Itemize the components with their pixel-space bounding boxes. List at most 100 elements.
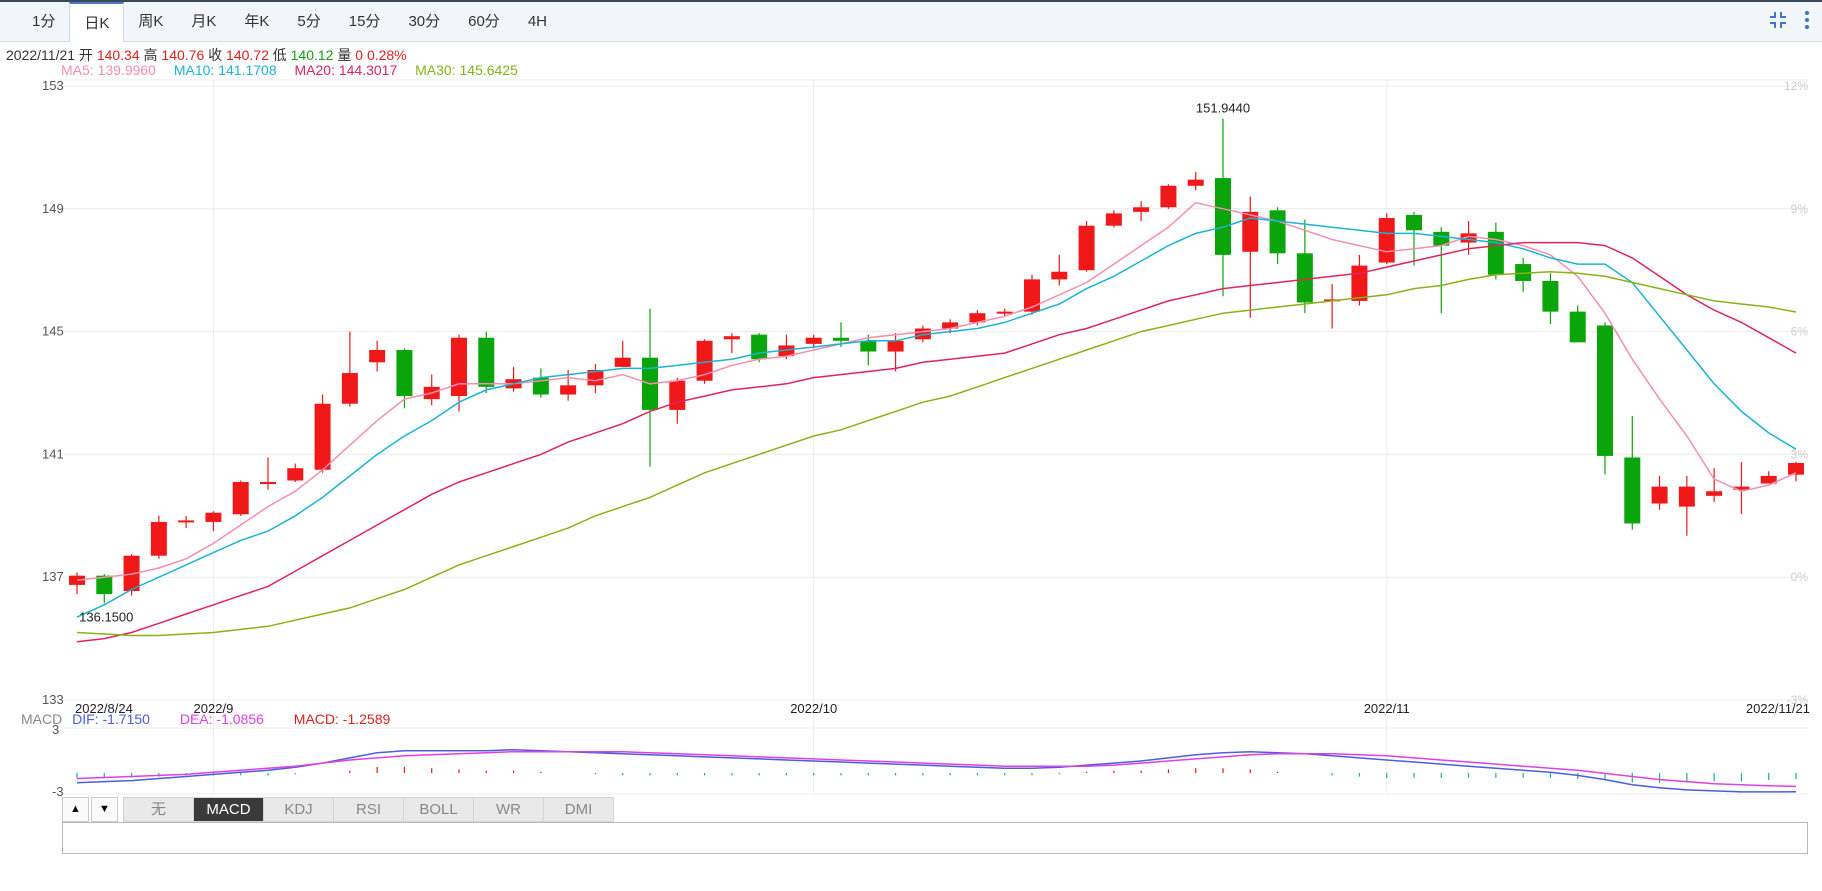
candle-body <box>232 482 249 515</box>
close-label: 收 <box>208 47 223 63</box>
candle-body <box>1624 457 1641 524</box>
tab-9[interactable]: 4H <box>527 13 547 30</box>
candle-body <box>1215 178 1231 255</box>
x-axis-label: 2022/9 <box>194 701 234 716</box>
low-label: 低 <box>272 47 287 63</box>
candle-body <box>1269 210 1286 254</box>
candle-body <box>396 350 413 397</box>
volume-label: 量 <box>337 47 352 63</box>
candle-body <box>1351 265 1368 301</box>
candle-body <box>696 340 713 381</box>
indicator-down-button[interactable]: ▼ <box>91 797 118 822</box>
period-tabs: 1分 日K 周K 月K 年K 5分 15分 30分 60分 4H <box>18 2 561 42</box>
candle-body <box>1105 213 1122 226</box>
candle-body <box>942 322 959 329</box>
candle-body <box>341 373 358 404</box>
candle-body <box>587 369 604 386</box>
pct-tick-label: -3% <box>1787 693 1809 707</box>
grid-lines: 153 12% 149 9% 145 6% 141 3% 137 0% 133 -3% 2022/8/2… <box>42 78 1810 795</box>
indicator-tab-2[interactable]: KDJ <box>263 797 334 822</box>
indicator-tab-6[interactable]: DMI <box>543 797 614 822</box>
ma20-line <box>76 241 1797 643</box>
tab-4[interactable]: 年K <box>244 13 270 30</box>
open-label: 开 <box>78 47 93 63</box>
candle-body <box>805 337 822 344</box>
tab-6[interactable]: 15分 <box>348 13 381 30</box>
candle-body <box>1024 279 1040 312</box>
candle-body <box>1651 486 1668 504</box>
y-tick-label: 145 <box>42 324 64 339</box>
tab-1[interactable]: 日K <box>69 2 125 42</box>
pct-tick-label: 3% <box>1791 447 1809 461</box>
y-tick-label: 149 <box>42 201 64 216</box>
candle-body <box>1569 311 1586 343</box>
min-annotation: 136.1500 <box>79 609 133 624</box>
tab-2[interactable]: 周K <box>138 13 164 30</box>
more-vertical-icon[interactable] <box>1804 10 1810 30</box>
indicator-tab-5[interactable]: WR <box>473 797 544 822</box>
candle-body <box>1160 185 1177 208</box>
open-value: 140.34 <box>96 47 140 63</box>
macd-dea-label: DEA: -1.0856 <box>179 711 264 727</box>
candle-body <box>451 337 467 397</box>
candle-body <box>1788 462 1804 475</box>
candle-body <box>96 575 113 595</box>
compress-icon[interactable] <box>1768 10 1788 30</box>
indicator-tab-list: 无 MACD KDJ RSI BOLL WR DMI <box>123 797 614 822</box>
macd-dea-line <box>76 750 1797 788</box>
indicator-up-button[interactable]: ▲ <box>62 797 89 822</box>
ma30-legend: MA30: 145.6425 <box>415 62 518 78</box>
indicator-tabs: ▲ ▼ 无 MACD KDJ RSI BOLL WR DMI <box>62 797 614 822</box>
indicator-tab-1[interactable]: MACD <box>193 797 264 822</box>
change-value: 0.28% <box>366 47 407 63</box>
candle-body <box>1542 280 1559 312</box>
pct-tick-label: 0% <box>1791 570 1809 584</box>
macd-y-tick: -3 <box>52 784 64 799</box>
candle-body <box>1406 214 1422 231</box>
candle-body <box>1760 475 1777 484</box>
high-label: 高 <box>143 47 158 63</box>
macd-y-tick: 3 <box>52 722 59 737</box>
candle-body <box>778 345 795 357</box>
x-axis-label: 2022/10 <box>790 701 837 716</box>
indicator-tab-0[interactable]: 无 <box>123 797 194 822</box>
y-tick-label: 153 <box>42 78 64 93</box>
ma10-legend: MA10: 141.1708 <box>173 62 277 78</box>
candle-body <box>1706 491 1723 496</box>
candle-body <box>205 512 222 522</box>
tab-5[interactable]: 5分 <box>297 13 321 30</box>
indicator-tab-3[interactable]: RSI <box>333 797 404 822</box>
candle-body <box>1733 486 1750 490</box>
candle-body <box>669 380 686 410</box>
ma5-line <box>76 201 1797 582</box>
x-axis-label: 2022/11 <box>1364 701 1410 716</box>
candle-body <box>969 313 986 323</box>
macd-value-label: MACD: -1.2589 <box>293 711 391 727</box>
candle-body <box>833 337 849 341</box>
max-annotation: 151.9440 <box>1196 101 1250 116</box>
ma30-line <box>76 270 1797 637</box>
x-axis-label: 2022/8/24 <box>75 701 133 716</box>
candle-body <box>1678 486 1695 507</box>
tab-8[interactable]: 60分 <box>468 13 500 30</box>
candle-body <box>314 403 331 470</box>
candle-body <box>1515 264 1532 281</box>
candle-body <box>751 334 768 360</box>
candle-body <box>560 385 577 395</box>
macd-dif-label: DIF: -1.7150 <box>72 711 150 727</box>
close-value: 140.72 <box>226 47 269 63</box>
y-tick-label: 133 <box>42 692 64 707</box>
candle-body <box>614 357 631 367</box>
y-tick-label: 141 <box>42 446 64 461</box>
ma20-legend: MA20: 144.3017 <box>294 62 398 78</box>
tab-3[interactable]: 月K <box>191 13 217 30</box>
range-navigator[interactable] <box>62 822 1808 854</box>
tab-0[interactable]: 1分 <box>32 13 56 30</box>
tab-7[interactable]: 30分 <box>408 13 441 30</box>
candle-body <box>860 340 877 352</box>
ohlc-date: 2022/11/21 <box>6 47 76 63</box>
indicator-tab-4[interactable]: BOLL <box>403 797 474 822</box>
candle-body <box>996 311 1013 314</box>
x-axis-label: 2022/11/21 <box>1746 701 1810 716</box>
